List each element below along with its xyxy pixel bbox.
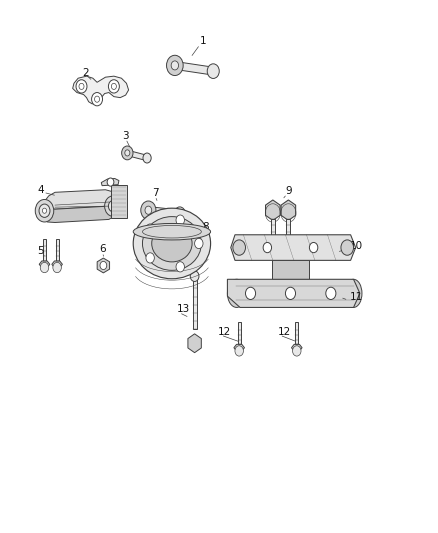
Circle shape bbox=[39, 204, 50, 217]
Circle shape bbox=[141, 201, 156, 220]
Text: 12: 12 bbox=[278, 327, 291, 337]
Circle shape bbox=[286, 287, 296, 300]
Circle shape bbox=[245, 287, 256, 300]
Text: 4: 4 bbox=[37, 185, 44, 195]
Text: 7: 7 bbox=[152, 188, 159, 198]
Polygon shape bbox=[73, 76, 129, 104]
Ellipse shape bbox=[345, 279, 362, 308]
Circle shape bbox=[53, 262, 61, 273]
Circle shape bbox=[42, 208, 46, 213]
Circle shape bbox=[35, 199, 54, 222]
Circle shape bbox=[233, 240, 245, 255]
Circle shape bbox=[176, 215, 184, 225]
Text: 13: 13 bbox=[177, 304, 190, 314]
Ellipse shape bbox=[142, 216, 201, 270]
Circle shape bbox=[194, 238, 203, 248]
Circle shape bbox=[105, 196, 121, 216]
Polygon shape bbox=[188, 334, 201, 353]
Bar bbox=[286, 220, 290, 253]
Circle shape bbox=[235, 346, 244, 356]
Circle shape bbox=[190, 271, 199, 281]
Circle shape bbox=[309, 243, 318, 253]
Polygon shape bbox=[42, 197, 118, 222]
Circle shape bbox=[122, 146, 133, 160]
Ellipse shape bbox=[227, 279, 246, 308]
Polygon shape bbox=[292, 344, 302, 351]
Bar bbox=[271, 220, 275, 253]
Polygon shape bbox=[101, 179, 119, 185]
Circle shape bbox=[146, 253, 154, 263]
Polygon shape bbox=[231, 235, 356, 260]
Polygon shape bbox=[42, 190, 118, 209]
Bar bbox=[193, 276, 197, 329]
Circle shape bbox=[207, 64, 219, 78]
Polygon shape bbox=[110, 184, 127, 218]
Polygon shape bbox=[52, 261, 62, 268]
Text: 8: 8 bbox=[202, 222, 209, 232]
Polygon shape bbox=[265, 200, 280, 221]
Text: 5: 5 bbox=[37, 246, 44, 256]
Circle shape bbox=[176, 262, 184, 272]
Text: 11: 11 bbox=[350, 292, 364, 302]
Polygon shape bbox=[174, 61, 214, 75]
Circle shape bbox=[143, 153, 151, 163]
Text: 1: 1 bbox=[200, 36, 207, 46]
Circle shape bbox=[171, 61, 179, 70]
Circle shape bbox=[100, 261, 107, 270]
Bar bbox=[56, 239, 59, 261]
Circle shape bbox=[76, 80, 87, 93]
Polygon shape bbox=[227, 279, 360, 308]
Bar bbox=[43, 239, 46, 261]
Circle shape bbox=[109, 80, 119, 93]
Polygon shape bbox=[281, 200, 296, 221]
Polygon shape bbox=[148, 207, 180, 217]
Circle shape bbox=[145, 206, 152, 214]
Circle shape bbox=[174, 207, 185, 220]
Polygon shape bbox=[39, 261, 50, 268]
Circle shape bbox=[146, 224, 154, 234]
Polygon shape bbox=[97, 258, 110, 273]
Circle shape bbox=[111, 83, 117, 90]
Circle shape bbox=[269, 248, 277, 257]
Ellipse shape bbox=[152, 225, 192, 262]
Bar bbox=[238, 322, 241, 344]
Polygon shape bbox=[272, 260, 309, 279]
Polygon shape bbox=[234, 344, 244, 351]
Circle shape bbox=[326, 287, 336, 300]
Circle shape bbox=[285, 248, 292, 257]
Bar bbox=[295, 322, 298, 344]
Circle shape bbox=[95, 96, 99, 102]
Circle shape bbox=[40, 262, 49, 273]
Circle shape bbox=[341, 240, 353, 255]
Circle shape bbox=[125, 150, 130, 156]
Ellipse shape bbox=[133, 223, 211, 240]
Circle shape bbox=[92, 93, 102, 106]
Text: 2: 2 bbox=[82, 68, 89, 78]
Text: 3: 3 bbox=[122, 131, 129, 141]
Text: 6: 6 bbox=[99, 244, 106, 254]
Circle shape bbox=[109, 200, 118, 212]
Circle shape bbox=[107, 178, 114, 186]
Polygon shape bbox=[127, 150, 148, 160]
Text: 12: 12 bbox=[218, 327, 231, 337]
Circle shape bbox=[263, 243, 272, 253]
Circle shape bbox=[79, 83, 84, 90]
Text: 9: 9 bbox=[286, 186, 292, 196]
Circle shape bbox=[166, 55, 183, 76]
Circle shape bbox=[293, 346, 301, 356]
Text: 10: 10 bbox=[350, 241, 363, 251]
Ellipse shape bbox=[133, 208, 211, 279]
